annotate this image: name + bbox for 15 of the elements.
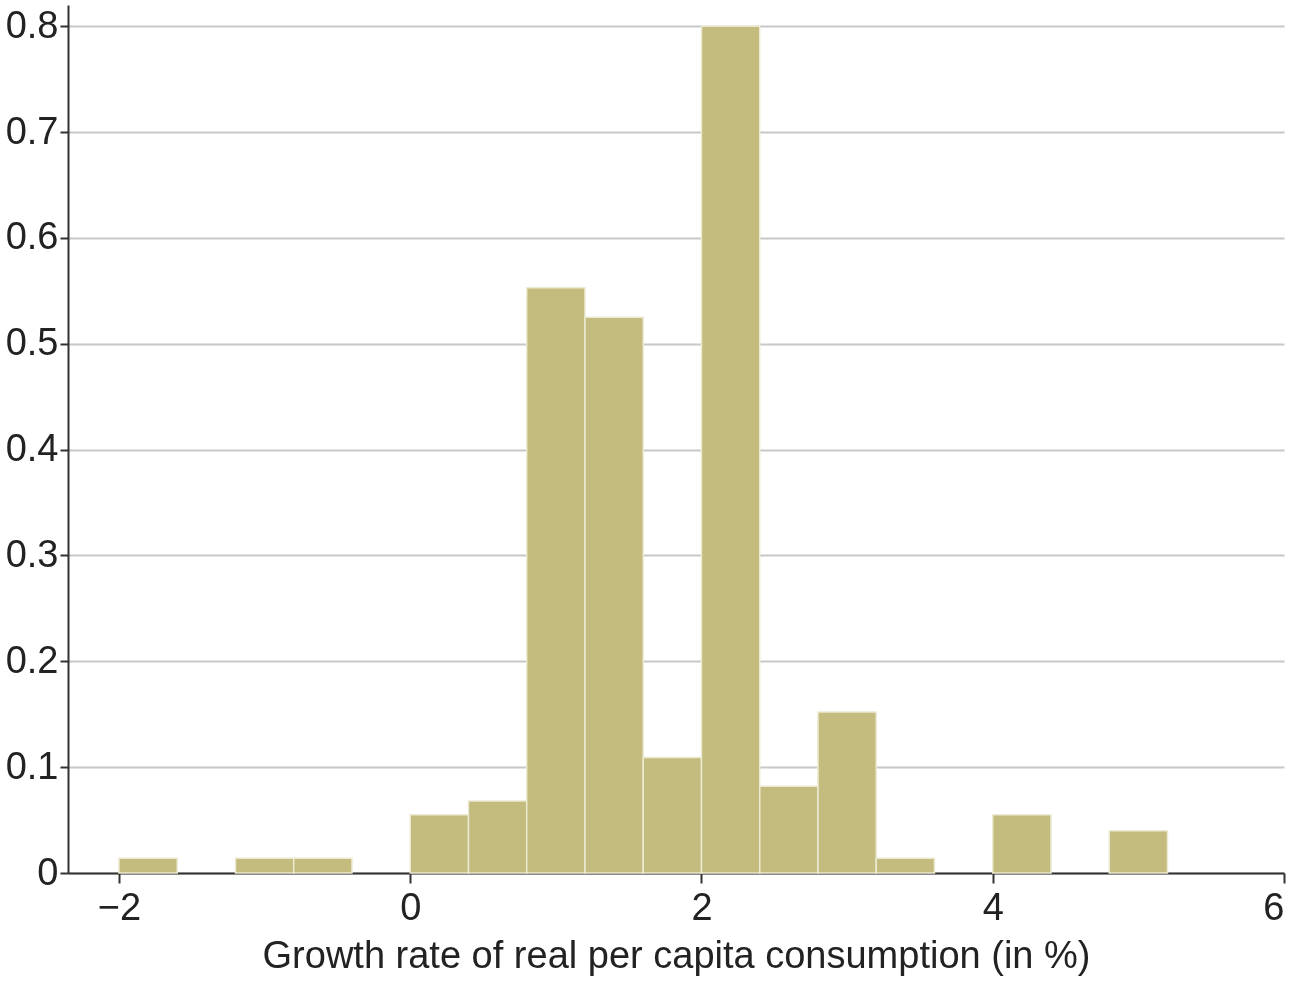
y-tick-label: 0.4: [5, 427, 59, 470]
y-tick-label: 0.1: [5, 744, 59, 787]
x-tick-label: 0: [400, 885, 422, 928]
y-tick-label: 0.8: [5, 3, 59, 46]
x-axis-title: Growth rate of real per capita consumption (in %): [262, 933, 1091, 976]
y-tick-label: 0.6: [5, 215, 59, 258]
x-tick-label: 4: [982, 885, 1004, 928]
x-tick-label: 2: [691, 885, 713, 928]
x-tick-label: −2: [97, 885, 142, 928]
y-tick-label: 0.3: [5, 532, 59, 575]
x-tick-label: 6: [1263, 885, 1285, 928]
y-tick-label: 0.2: [5, 638, 59, 681]
y-tick-label: 0.5: [5, 321, 59, 364]
y-tick-label: 0: [37, 850, 59, 893]
y-tick-label: 0.7: [5, 109, 59, 152]
